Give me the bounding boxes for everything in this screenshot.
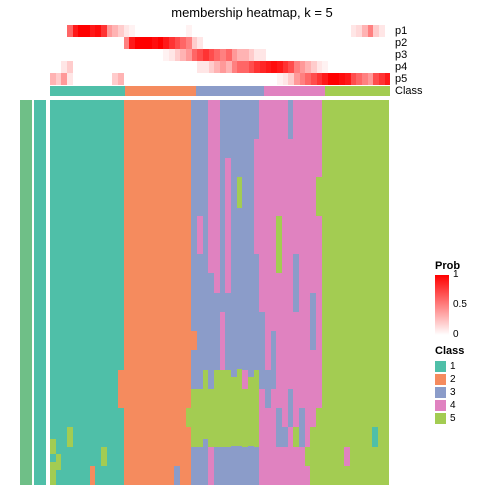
class-legend-swatch: [435, 400, 446, 411]
membership-cell: [385, 73, 391, 85]
membership-row-label: p2: [395, 37, 407, 49]
class-legend-item: 4: [435, 399, 495, 412]
class-legend-label: 4: [450, 399, 456, 412]
membership-row: [50, 25, 390, 37]
class-segment: [325, 86, 390, 96]
class-legend-label: 3: [450, 386, 456, 399]
membership-cell: [385, 61, 391, 73]
membership-row: [50, 49, 390, 61]
class-legend-label: 2: [450, 373, 456, 386]
main-heatmap: [50, 100, 390, 485]
class-legend-item: 2: [435, 373, 495, 386]
membership-row-label: p4: [395, 61, 407, 73]
class-legend-label: 1: [450, 360, 456, 373]
class-legend-item: 5: [435, 412, 495, 425]
membership-row-label: p1: [395, 25, 407, 37]
heatmap-column: [384, 100, 390, 485]
prob-tick: 0.5: [453, 300, 467, 310]
membership-row: [50, 73, 390, 85]
membership-row-label: p5: [395, 73, 407, 85]
class-legend-item: 3: [435, 386, 495, 399]
prob-legend-title: Prob: [435, 260, 495, 272]
membership-row-label: p3: [395, 49, 407, 61]
class-annotation-label: Class: [395, 85, 423, 97]
class-annotation-row: [50, 86, 390, 96]
heatmap-segment: [384, 100, 390, 485]
prob-legend: Prob 10.50: [435, 260, 495, 335]
membership-row: [50, 37, 390, 49]
membership-cell: [385, 25, 391, 37]
class-legend: Class 12345: [435, 345, 495, 425]
class-legend-title: Class: [435, 345, 495, 357]
class-legend-items: 12345: [435, 360, 495, 425]
membership-rows: [50, 25, 390, 85]
membership-row: [50, 61, 390, 73]
membership-cell: [385, 49, 391, 61]
class-segment: [264, 86, 325, 96]
left-annotation-bar-2: [34, 100, 46, 485]
class-segment: [125, 86, 196, 96]
heatmap-figure: membership heatmap, k = 5 p1p2p3p4p5 Cla…: [0, 0, 504, 504]
prob-tick: 1: [453, 270, 459, 280]
class-legend-item: 1: [435, 360, 495, 373]
class-legend-swatch: [435, 387, 446, 398]
chart-title: membership heatmap, k = 5: [0, 5, 504, 20]
membership-cell: [385, 37, 391, 49]
left-annotation-bar-1: [20, 100, 32, 485]
prob-tick: 0: [453, 330, 459, 340]
class-legend-swatch: [435, 361, 446, 372]
membership-row-labels: p1p2p3p4p5: [395, 25, 407, 85]
class-legend-swatch: [435, 374, 446, 385]
class-segment: [50, 86, 125, 96]
class-legend-label: 5: [450, 412, 456, 425]
prob-gradient: [435, 275, 449, 335]
class-legend-swatch: [435, 413, 446, 424]
class-segment: [196, 86, 264, 96]
